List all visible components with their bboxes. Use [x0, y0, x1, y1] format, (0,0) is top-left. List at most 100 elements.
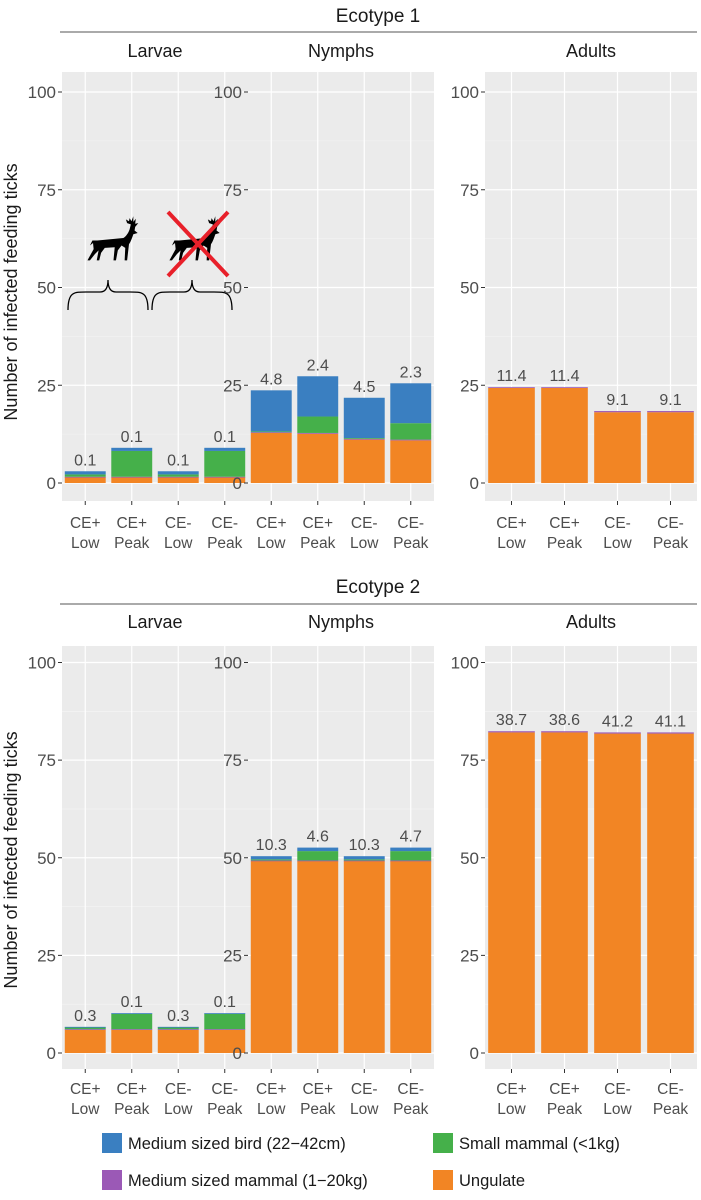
x-tick-label: CE- — [211, 515, 238, 532]
bar-segment-small — [390, 851, 432, 861]
x-tick-label: Peak — [207, 1101, 243, 1118]
bar-segment-medium — [541, 387, 588, 389]
y-tick-label: 100 — [451, 83, 479, 102]
panel-nymphs: Nymphs 0 25 50 75 100 4.8 CE+ Low 2.4 CE+ Peak 4.5 CE… — [214, 41, 434, 552]
x-tick-label: CE- — [604, 1081, 631, 1098]
y-tick-label: 75 — [37, 751, 56, 770]
legend: Medium sized bird (22−42cm) Small mammal … — [102, 1133, 620, 1190]
bar-segment-small — [111, 1013, 153, 1030]
bar-segment-bird — [111, 1013, 153, 1014]
bar-segment-ungulate — [297, 433, 339, 483]
legend-label: Medium sized mammal (1−20kg) — [128, 1172, 368, 1190]
data-label: 11.4 — [550, 368, 580, 385]
x-tick-label: Peak — [114, 535, 150, 552]
y-tick-label: 0 — [47, 1044, 56, 1063]
x-tick-label: Low — [603, 1101, 632, 1118]
panel-adults: Adults 0 25 50 75 100 38.7 CE+ Low 38.6 CE+ Peak 41.… — [451, 612, 697, 1118]
y-axis-title: Number of infected feeding ticks — [1, 163, 21, 420]
data-label: 10.3 — [256, 837, 287, 854]
data-label: 0.1 — [121, 429, 143, 446]
y-tick-label: 50 — [460, 279, 479, 298]
bar-segment-medium — [64, 476, 106, 478]
data-label: 9.1 — [659, 392, 681, 409]
x-tick-label: CE- — [165, 1081, 192, 1098]
y-tick-label: 0 — [47, 474, 56, 493]
data-label: 4.5 — [353, 379, 375, 396]
bar-segment-ungulate — [64, 1029, 106, 1053]
data-label: 41.2 — [602, 713, 633, 730]
x-tick-label: Peak — [207, 535, 243, 552]
bar-segment-ungulate — [157, 1029, 199, 1053]
y-tick-label: 75 — [460, 181, 479, 200]
y-tick-label: 100 — [451, 654, 479, 673]
bar-segment-ungulate — [204, 1029, 246, 1053]
bar-segment-small — [250, 431, 292, 433]
x-tick-label: Peak — [653, 535, 689, 552]
bar-segment-bird — [64, 1026, 106, 1028]
bar-segment-small — [297, 851, 339, 861]
bar-segment-small — [64, 474, 106, 477]
panel-title: Nymphs — [308, 612, 374, 632]
data-label: 2.3 — [400, 364, 422, 381]
y-tick-label: 50 — [460, 849, 479, 868]
deer-annotation — [67, 210, 233, 311]
plot-background — [62, 72, 248, 501]
panel-title: Adults — [566, 41, 616, 61]
bar-segment-small — [390, 423, 432, 440]
y-tick-label: 25 — [460, 376, 479, 395]
panel-nymphs: Nymphs 0 25 50 75 100 10.3 CE+ Low 4.6 CE+ Peak 10.3… — [214, 612, 434, 1118]
y-tick-label: 75 — [223, 751, 242, 770]
bar-segment-bird — [297, 376, 339, 417]
data-label: 0.3 — [74, 1008, 96, 1025]
y-tick-label: 0 — [233, 1044, 242, 1063]
data-label: 0.1 — [74, 452, 96, 469]
bar-segment-small — [64, 1027, 106, 1030]
bar-segment-ungulate — [647, 412, 694, 483]
x-tick-label: CE+ — [549, 515, 580, 532]
bar-segment-medium — [111, 476, 153, 478]
x-tick-label: Low — [164, 1101, 193, 1118]
x-tick-label: Low — [497, 535, 526, 552]
data-label: 0.1 — [121, 994, 143, 1011]
x-tick-label: CE- — [211, 1081, 238, 1098]
data-label: 9.1 — [606, 392, 628, 409]
panel-title: Adults — [566, 612, 616, 632]
legend-label: Small mammal (<1kg) — [459, 1135, 620, 1153]
legend-label: Medium sized bird (22−42cm) — [128, 1135, 346, 1153]
bar-segment-ungulate — [488, 732, 535, 1053]
data-label: 4.8 — [260, 371, 282, 388]
y-tick-label: 25 — [223, 946, 242, 965]
bar-segment-medium — [541, 731, 588, 733]
panel-larvae: Larvae 0 25 50 75 100 0.1 CE+ Low 0.1 CE+ Peak 0.1 CE… — [28, 41, 248, 552]
bar-segment-small — [204, 1013, 246, 1030]
bar-segment-medium — [647, 732, 694, 734]
bar-segment-medium — [488, 387, 535, 389]
bar-segment-ungulate — [594, 412, 641, 483]
bar-segment-small — [157, 474, 199, 477]
x-tick-label: CE+ — [496, 515, 527, 532]
bar-segment-medium — [594, 411, 641, 413]
y-tick-label: 25 — [223, 376, 242, 395]
y-tick-label: 75 — [223, 181, 242, 200]
bar-segment-small — [157, 1027, 199, 1030]
bar-segment-ungulate — [594, 733, 641, 1053]
ecotype-title: Ecotype 2 — [336, 577, 421, 598]
bar-segment-bird — [343, 397, 385, 439]
x-tick-label: Low — [603, 535, 632, 552]
bar-segment-medium — [297, 860, 339, 862]
bar-segment-ungulate — [111, 477, 153, 483]
bar-segment-ungulate — [647, 733, 694, 1053]
bar-segment-medium — [297, 432, 339, 434]
legend-label: Ungulate — [459, 1172, 525, 1190]
y-tick-label: 100 — [28, 654, 56, 673]
x-tick-label: Low — [71, 535, 100, 552]
brace — [67, 279, 149, 311]
x-tick-label: CE+ — [256, 1081, 287, 1098]
data-label: 4.7 — [400, 829, 422, 846]
bar-segment-ungulate — [250, 432, 292, 483]
ecotype-block: Ecotype 1 Larvae 0 25 50 75 100 0.1 CE+ Low 0.1 CE+… — [28, 6, 697, 552]
y-tick-label: 100 — [28, 83, 56, 102]
bar-segment-ungulate — [541, 732, 588, 1053]
bar-segment-ungulate — [111, 1029, 153, 1053]
